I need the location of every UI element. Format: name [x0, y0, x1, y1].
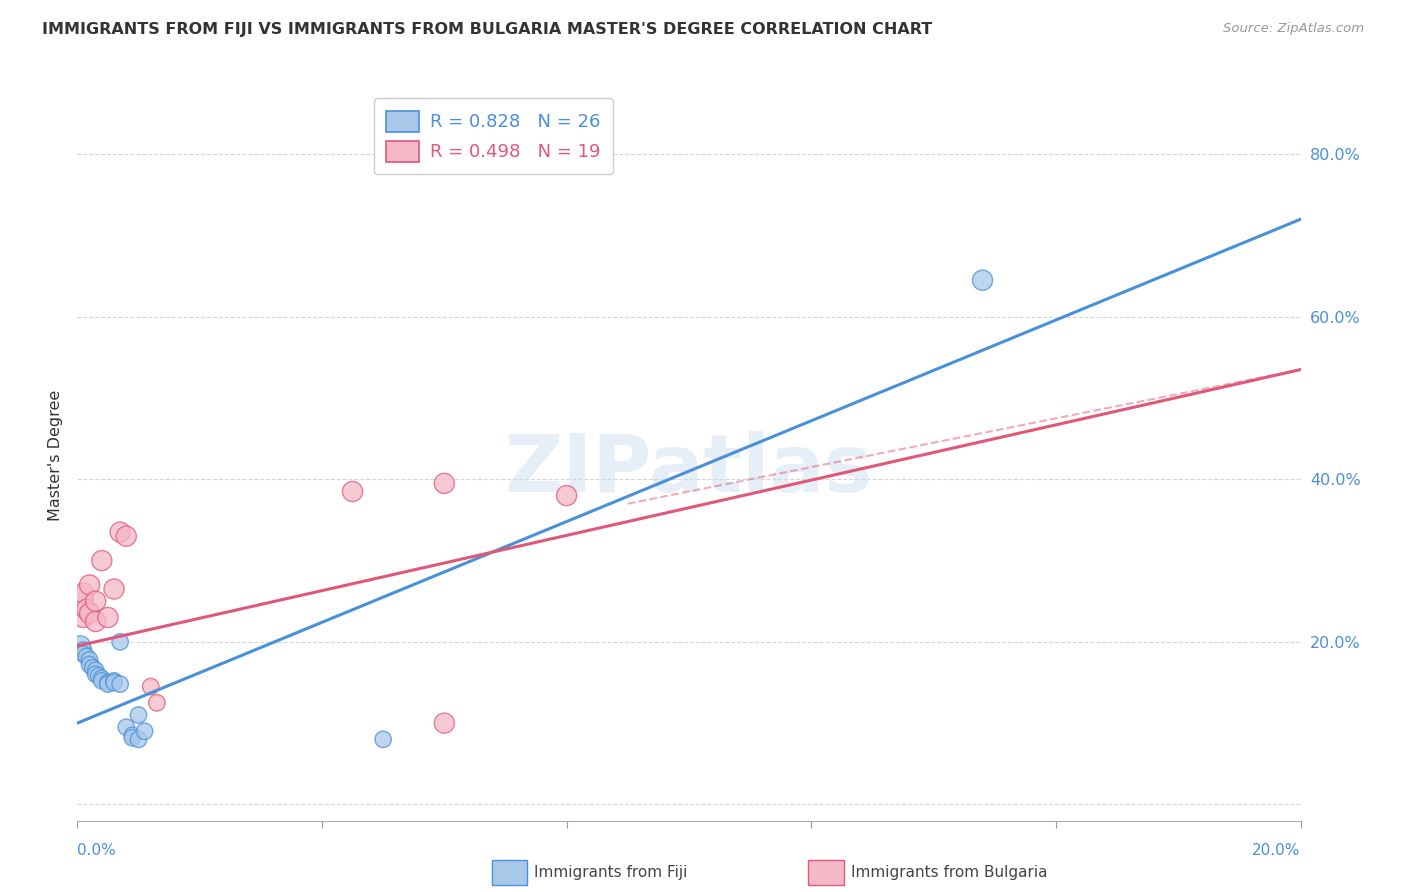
Point: [79, 578, 101, 592]
Point: [72, 586, 94, 600]
Point: [103, 673, 125, 688]
Point: [76, 602, 98, 616]
Point: [972, 273, 994, 287]
Point: [103, 582, 125, 596]
Point: [108, 677, 131, 691]
Point: [87, 669, 110, 683]
Point: [76, 649, 98, 664]
Point: [433, 476, 456, 491]
Point: [69, 639, 91, 653]
Point: [127, 732, 149, 747]
Point: [67, 594, 90, 608]
Point: [97, 677, 120, 691]
Point: [84, 667, 107, 681]
Y-axis label: Master's Degree: Master's Degree: [48, 389, 63, 521]
Point: [115, 529, 138, 543]
Point: [79, 657, 101, 672]
Point: [90, 553, 112, 567]
Point: [342, 484, 364, 499]
Point: [555, 489, 578, 503]
Point: [90, 673, 112, 688]
Point: [84, 594, 107, 608]
Text: Source: ZipAtlas.com: Source: ZipAtlas.com: [1223, 22, 1364, 36]
Text: 20.0%: 20.0%: [1253, 843, 1301, 858]
Point: [79, 653, 101, 667]
Point: [139, 680, 162, 694]
Point: [134, 724, 156, 739]
Point: [103, 675, 125, 690]
Point: [127, 708, 149, 723]
Point: [97, 675, 120, 690]
Point: [72, 643, 94, 657]
Text: Immigrants from Fiji: Immigrants from Fiji: [534, 865, 688, 880]
Point: [84, 663, 107, 677]
Point: [108, 635, 131, 649]
Point: [90, 672, 112, 686]
Point: [121, 728, 143, 742]
Point: [146, 696, 169, 710]
Text: Immigrants from Bulgaria: Immigrants from Bulgaria: [851, 865, 1047, 880]
Point: [433, 716, 456, 731]
Text: 0.0%: 0.0%: [77, 843, 117, 858]
Text: IMMIGRANTS FROM FIJI VS IMMIGRANTS FROM BULGARIA MASTER'S DEGREE CORRELATION CHA: IMMIGRANTS FROM FIJI VS IMMIGRANTS FROM …: [42, 22, 932, 37]
Point: [97, 610, 120, 624]
Point: [79, 607, 101, 621]
Legend: R = 0.828   N = 26, R = 0.498   N = 19: R = 0.828 N = 26, R = 0.498 N = 19: [374, 98, 613, 174]
Point: [121, 731, 143, 745]
Point: [72, 610, 94, 624]
Point: [72, 647, 94, 661]
Point: [108, 525, 131, 540]
Point: [115, 720, 138, 734]
Point: [371, 732, 394, 747]
Text: ZIPatlas: ZIPatlas: [505, 431, 873, 508]
Point: [82, 661, 104, 675]
Point: [84, 615, 107, 629]
